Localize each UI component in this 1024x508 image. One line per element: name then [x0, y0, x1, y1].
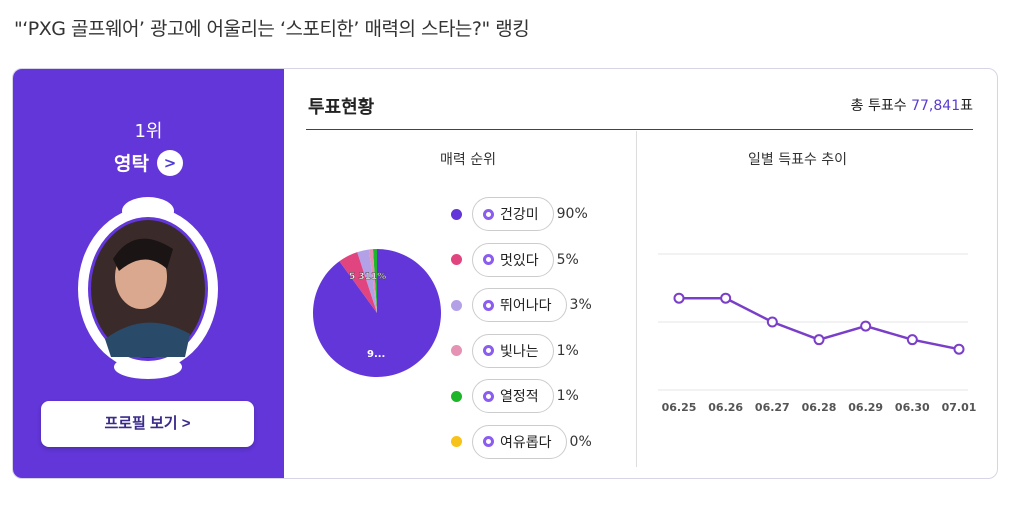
- legend-dot-icon: [451, 254, 462, 265]
- star-name: 영탁: [114, 153, 149, 175]
- flower-icon: [483, 299, 494, 311]
- attribute-percent: 0%: [569, 433, 592, 450]
- x-tick-label: 06.27: [755, 401, 790, 414]
- attribute-chip[interactable]: 열정적: [472, 379, 554, 413]
- total-votes-label: 총 투표수: [850, 98, 907, 114]
- pie-slice-4: [372, 249, 377, 313]
- line-title: 일별 득표수 추이: [748, 152, 848, 168]
- attribute-label: 여유롭다: [500, 434, 552, 451]
- winner-panel: 1위 영탁 > 프로필 보기 >: [13, 69, 284, 478]
- legend-item: 열정적 1%: [451, 379, 579, 413]
- star-name-link[interactable]: 영탁 >: [13, 149, 284, 176]
- mirror-photo-frame: [78, 197, 218, 379]
- attribute-label: 건강미: [500, 207, 539, 223]
- x-tick-label: 06.26: [708, 401, 743, 414]
- divider: [636, 131, 637, 467]
- attribute-label: 뛰어나다: [500, 298, 552, 314]
- attribute-chip[interactable]: 건강미: [472, 197, 554, 231]
- data-point: [906, 334, 918, 346]
- attribute-percent: 5%: [556, 251, 579, 268]
- legend-dot-icon: [451, 390, 462, 402]
- divider: [306, 129, 973, 130]
- line-chart: 06.25 06.26 06.27 06.28 06.29 06.30 07.01: [658, 253, 977, 414]
- attribute-chip[interactable]: 뛰어나다: [472, 288, 567, 322]
- flower-icon: [483, 390, 494, 402]
- attribute-percent: 3%: [569, 297, 592, 313]
- flower-icon: [483, 436, 494, 447]
- pie-slice-2: [357, 249, 377, 313]
- attribute-percent: 1%: [556, 342, 579, 359]
- data-point: [953, 343, 965, 355]
- data-point: [860, 320, 872, 332]
- page-title: "‘PXG 골프웨어’ 광고에 어울리는 ‘스포티한’ 매력의 스타는?" 랭킹: [14, 18, 530, 40]
- attribute-chip[interactable]: 멋있다: [472, 242, 554, 277]
- legend-item: 건강미 90%: [451, 197, 588, 231]
- flower-icon: [483, 345, 494, 356]
- attribute-chip[interactable]: 여유롭다: [472, 424, 567, 459]
- total-votes-value: 77,841: [911, 98, 961, 114]
- attribute-label: 열정적: [500, 389, 539, 405]
- flower-icon: [483, 208, 494, 220]
- pie-small-labels: 5 311%: [349, 272, 386, 282]
- attribute-chip[interactable]: 빛나는: [472, 333, 554, 368]
- flower-icon: [483, 254, 494, 265]
- chevron-right-icon[interactable]: >: [156, 149, 183, 176]
- vote-status-title: 투표현황: [308, 97, 375, 118]
- x-tick-label: 06.29: [848, 401, 883, 414]
- legend-item: 빛나는 1%: [451, 333, 579, 368]
- legend-dot-icon: [451, 345, 462, 356]
- legend-item: 뛰어나다 3%: [451, 288, 592, 322]
- data-point: [720, 292, 732, 304]
- x-tick-label: 06.30: [895, 401, 930, 414]
- pie-center-label: 9...: [367, 349, 385, 360]
- legend-item: 멋있다 5%: [451, 242, 579, 277]
- x-tick-label: 06.25: [662, 401, 697, 414]
- legend-item: 여유롭다 0%: [451, 424, 592, 459]
- attribute-label: 빛나는: [500, 343, 539, 360]
- pie-chart: 9... 5 311%: [313, 249, 441, 377]
- view-profile-button[interactable]: 프로필 보기 >: [41, 401, 254, 447]
- data-point: [673, 292, 685, 304]
- legend-dot-icon: [451, 299, 462, 311]
- pie-slice-0: [313, 249, 441, 377]
- ranking-card: 1위 영탁 > 프로필 보기 > 투표현황 총 투표수 77,841표 매력 순위…: [12, 68, 998, 479]
- legend-dot-icon: [451, 208, 462, 220]
- x-tick-label: 07.01: [942, 401, 977, 414]
- total-votes-unit: 표: [960, 98, 973, 114]
- attribute-percent: 90%: [556, 206, 588, 222]
- pie-slice-3: [368, 249, 377, 313]
- legend-dot-icon: [451, 436, 462, 447]
- pie-slice-1: [339, 252, 377, 313]
- x-tick-label: 06.28: [802, 401, 837, 414]
- rank-label: 1위: [134, 121, 163, 142]
- data-point: [766, 316, 778, 328]
- total-votes: 총 투표수 77,841표: [851, 95, 973, 115]
- data-point: [813, 334, 825, 346]
- pie-title: 매력 순위: [440, 152, 496, 168]
- attribute-label: 멋있다: [500, 252, 539, 269]
- attribute-percent: 1%: [556, 388, 579, 404]
